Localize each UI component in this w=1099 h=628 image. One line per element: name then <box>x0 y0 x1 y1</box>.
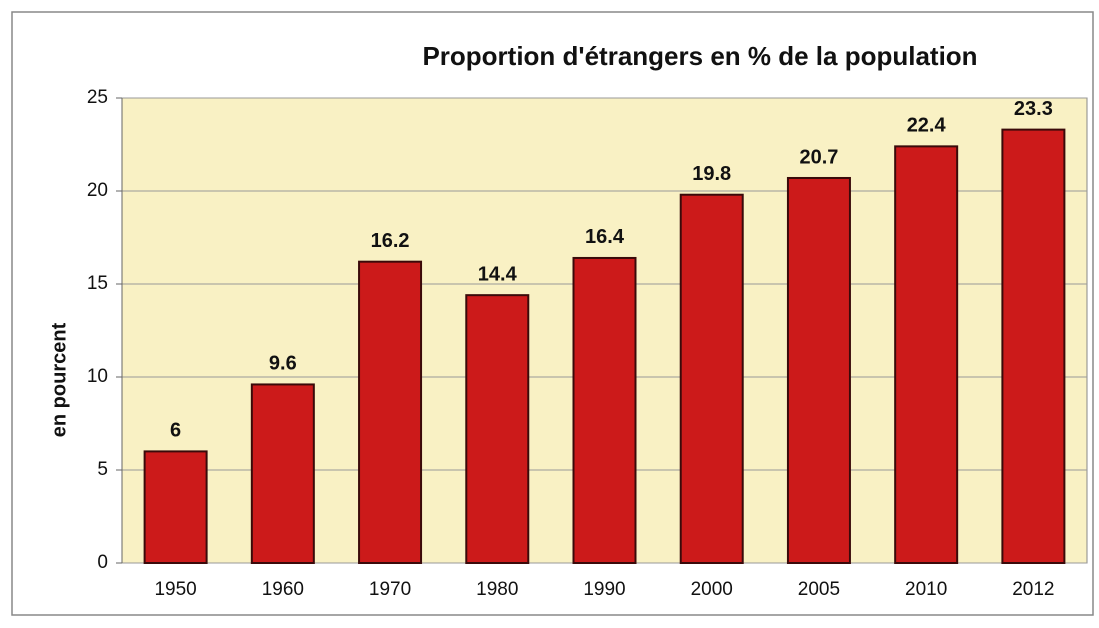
value-label: 9.6 <box>269 353 297 375</box>
value-label: 20.7 <box>799 146 838 168</box>
y-tick-label: 15 <box>87 273 108 294</box>
value-label: 16.4 <box>585 226 625 248</box>
bar <box>572 256 637 564</box>
y-tick-label: 25 <box>87 87 108 108</box>
y-tick-label: 0 <box>97 552 108 573</box>
x-tick-label: 1990 <box>583 579 625 600</box>
value-label: 23.3 <box>1014 98 1053 120</box>
y-axis-label: en pourcent <box>48 322 70 437</box>
value-label: 14.4 <box>478 263 518 285</box>
value-label: 19.8 <box>692 163 731 185</box>
value-label: 22.4 <box>907 115 947 137</box>
x-tick-label: 1980 <box>476 579 518 600</box>
bar <box>679 193 744 564</box>
bar <box>250 383 315 564</box>
y-tick-label: 10 <box>87 366 108 387</box>
x-tick-label: 2010 <box>905 579 947 600</box>
x-tick-label: 1950 <box>154 579 196 600</box>
value-label: 6 <box>170 420 181 442</box>
bar <box>786 176 851 564</box>
y-tick-label: 5 <box>97 459 108 480</box>
x-tick-label: 1960 <box>262 579 304 600</box>
x-tick-label: 1970 <box>369 579 411 600</box>
bar <box>143 450 208 564</box>
x-tick-label: 2012 <box>1012 579 1054 600</box>
value-label: 16.2 <box>371 230 410 252</box>
x-tick-label: 2005 <box>798 579 840 600</box>
y-tick-label: 20 <box>87 180 108 201</box>
bar <box>1001 128 1066 564</box>
bar <box>358 260 423 564</box>
chart-title: Proportion d'étrangers en % de la popula… <box>422 41 977 71</box>
x-tick-label: 2000 <box>691 579 733 600</box>
bar <box>465 294 530 564</box>
bar <box>894 145 959 565</box>
